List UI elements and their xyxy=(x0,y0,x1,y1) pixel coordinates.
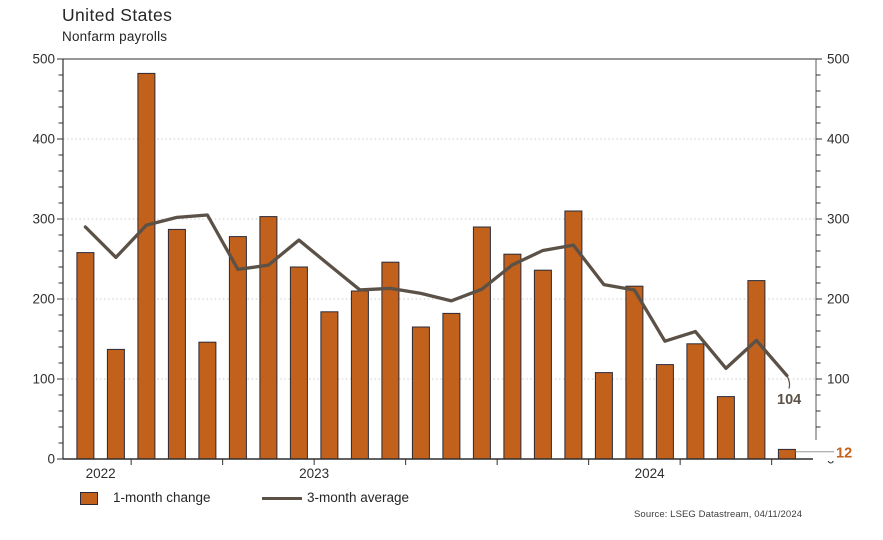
svg-text:0: 0 xyxy=(47,452,55,467)
svg-text:2023: 2023 xyxy=(299,466,329,481)
svg-text:400: 400 xyxy=(827,132,850,147)
svg-text:200: 200 xyxy=(827,292,850,307)
svg-text:500: 500 xyxy=(32,52,55,67)
svg-text:104: 104 xyxy=(777,392,801,408)
legend-line-swatch xyxy=(262,497,302,501)
svg-text:500: 500 xyxy=(827,52,850,67)
svg-text:400: 400 xyxy=(32,132,55,147)
chart-subtitle: Nonfarm payrolls xyxy=(62,29,168,44)
svg-text:300: 300 xyxy=(32,212,55,227)
svg-text:300: 300 xyxy=(827,212,850,227)
source-note: Source: LSEG Datastream, 04/11/2024 xyxy=(634,509,803,520)
svg-text:2024: 2024 xyxy=(635,466,666,481)
legend-bar-swatch xyxy=(80,492,98,505)
chart-title: United States xyxy=(62,5,173,25)
svg-text:100: 100 xyxy=(827,372,850,387)
svg-text:100: 100 xyxy=(32,372,55,387)
legend-bar-label: 1-month change xyxy=(113,490,211,505)
svg-text:2022: 2022 xyxy=(86,466,116,481)
svg-text:12: 12 xyxy=(836,446,852,462)
legend-line-label: 3-month average xyxy=(307,490,410,505)
svg-text:200: 200 xyxy=(32,292,55,307)
